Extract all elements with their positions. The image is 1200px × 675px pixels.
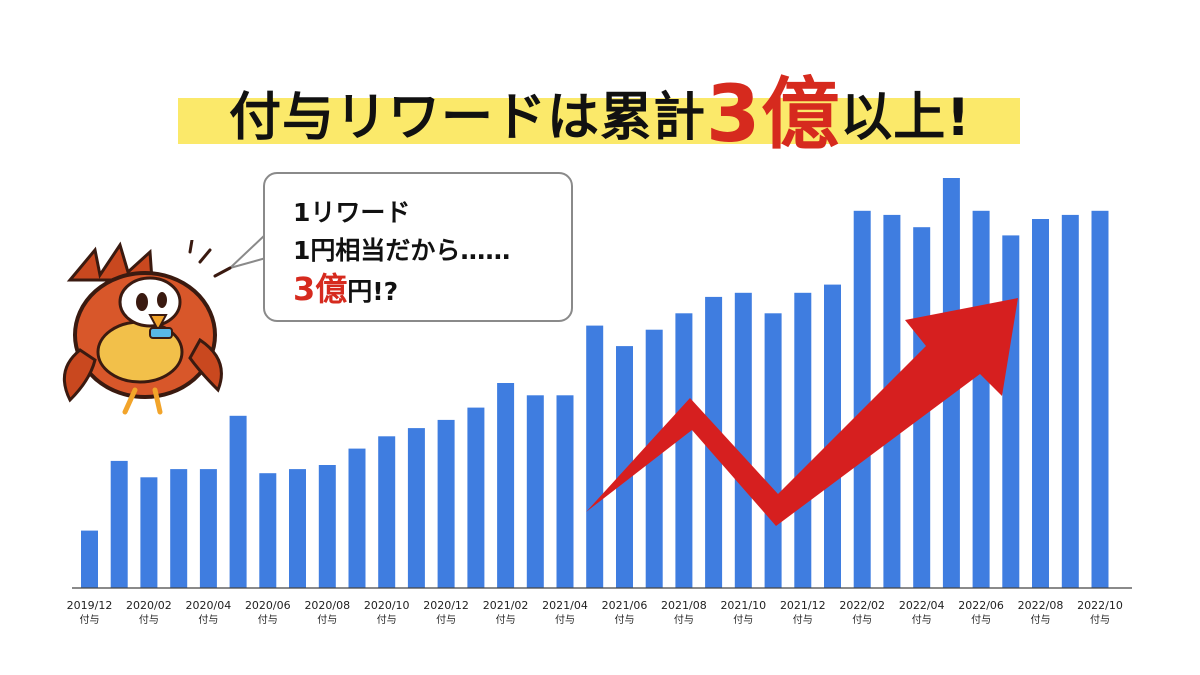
bar-2020/05	[229, 415, 247, 588]
bar-2020/04	[199, 469, 217, 588]
x-tick-label: 2021/12	[780, 599, 826, 612]
bubble-line-1: 1リワード	[293, 198, 411, 227]
title-exclaim: !	[946, 88, 972, 148]
bar-2020/01	[110, 460, 128, 588]
bar-2021/08	[675, 313, 693, 588]
title-unit: 億	[761, 70, 841, 160]
x-tick-label: 2022/08	[1018, 599, 1064, 612]
bar-2020/02	[140, 477, 158, 588]
x-tick-sublabel: 付与	[912, 613, 932, 626]
bubble-unit: 億	[315, 270, 348, 308]
title-prefix: 付与リワードは累計	[228, 88, 706, 148]
speech-bubble: 1リワード 1円相当だから…… 3億円!?	[263, 172, 573, 322]
bar-2021/11	[764, 313, 782, 588]
x-tick-sublabel: 付与	[1090, 613, 1110, 626]
x-tick-sublabel: 付与	[555, 613, 575, 626]
bubble-line-3: 3億円!?	[293, 270, 571, 311]
bar-2020/09	[348, 448, 366, 588]
x-tick-sublabel: 付与	[436, 613, 456, 626]
x-tick-sublabel: 付与	[377, 613, 397, 626]
trend-arrow	[586, 298, 1018, 526]
bar-2021/12	[794, 292, 812, 588]
x-tick-sublabel: 付与	[971, 613, 991, 626]
bubble-line-2: 1円相当だから……	[293, 236, 511, 265]
x-tick-sublabel: 付与	[496, 613, 516, 626]
x-tick-sublabel: 付与	[852, 613, 872, 626]
bar-2020/10	[378, 436, 396, 588]
bubble-rest: 円!?	[347, 277, 399, 306]
page-title: 付与リワードは累計3億以上!	[0, 52, 1200, 164]
x-tick-label: 2021/04	[542, 599, 588, 612]
x-tick-sublabel: 付与	[674, 613, 694, 626]
owl-mascot-icon	[62, 240, 232, 415]
bar-2022/10	[1091, 210, 1109, 589]
title-suffix: 以上	[840, 88, 947, 148]
x-tick-label: 2020/04	[186, 599, 232, 612]
x-tick-sublabel: 付与	[80, 613, 100, 626]
bar-2022/02	[853, 210, 871, 589]
bar-2020/06	[259, 473, 277, 588]
bar-2022/01	[824, 284, 841, 588]
x-tick-sublabel: 付与	[198, 613, 218, 626]
bar-2020/11	[407, 428, 425, 588]
x-tick-label: 2021/06	[602, 599, 648, 612]
x-tick-sublabel: 付与	[1031, 613, 1051, 626]
x-tick-label: 2022/06	[958, 599, 1004, 612]
bar-2021/04	[556, 395, 574, 588]
bar-2022/06	[972, 210, 990, 589]
bar-2020/07	[289, 469, 306, 588]
x-tick-label: 2019/12	[67, 599, 113, 612]
x-tick-label: 2021/02	[483, 599, 529, 612]
x-tick-sublabel: 付与	[139, 613, 159, 626]
bubble-number: 3	[293, 270, 316, 308]
bar-2019/12	[81, 530, 98, 588]
x-tick-label: 2022/10	[1077, 599, 1123, 612]
x-tick-sublabel: 付与	[793, 613, 813, 626]
bar-2020/12	[437, 419, 455, 588]
x-tick-label: 2021/08	[661, 599, 707, 612]
x-tick-sublabel: 付与	[615, 613, 635, 626]
x-tick-label: 2020/10	[364, 599, 410, 612]
x-tick-label: 2022/04	[899, 599, 945, 612]
x-tick-label: 2021/10	[720, 599, 766, 612]
bar-2021/02	[497, 383, 515, 588]
bar-2021/01	[467, 407, 485, 588]
bars-group	[81, 178, 1109, 589]
x-axis-ticks: 2019/12付与2020/02付与2020/04付与2020/06付与2020…	[67, 599, 1123, 626]
bar-2021/05	[586, 325, 604, 588]
bar-2021/06	[616, 346, 633, 588]
bar-2021/03	[526, 395, 544, 588]
x-tick-sublabel: 付与	[317, 613, 337, 626]
bar-2020/03	[170, 469, 188, 588]
bar-2022/07	[1002, 235, 1020, 588]
x-tick-label: 2020/02	[126, 599, 172, 612]
x-tick-label: 2020/12	[423, 599, 469, 612]
x-tick-label: 2020/06	[245, 599, 291, 612]
title-number: 3	[705, 70, 762, 160]
bar-2020/08	[318, 465, 336, 588]
x-tick-label: 2020/08	[304, 599, 350, 612]
bar-2022/09	[1061, 214, 1079, 588]
bar-2022/08	[1032, 219, 1049, 588]
x-tick-sublabel: 付与	[258, 613, 278, 626]
x-tick-sublabel: 付与	[733, 613, 753, 626]
title-highlight	[178, 98, 1020, 144]
bar-2021/10	[734, 292, 752, 588]
x-tick-label: 2022/02	[839, 599, 885, 612]
